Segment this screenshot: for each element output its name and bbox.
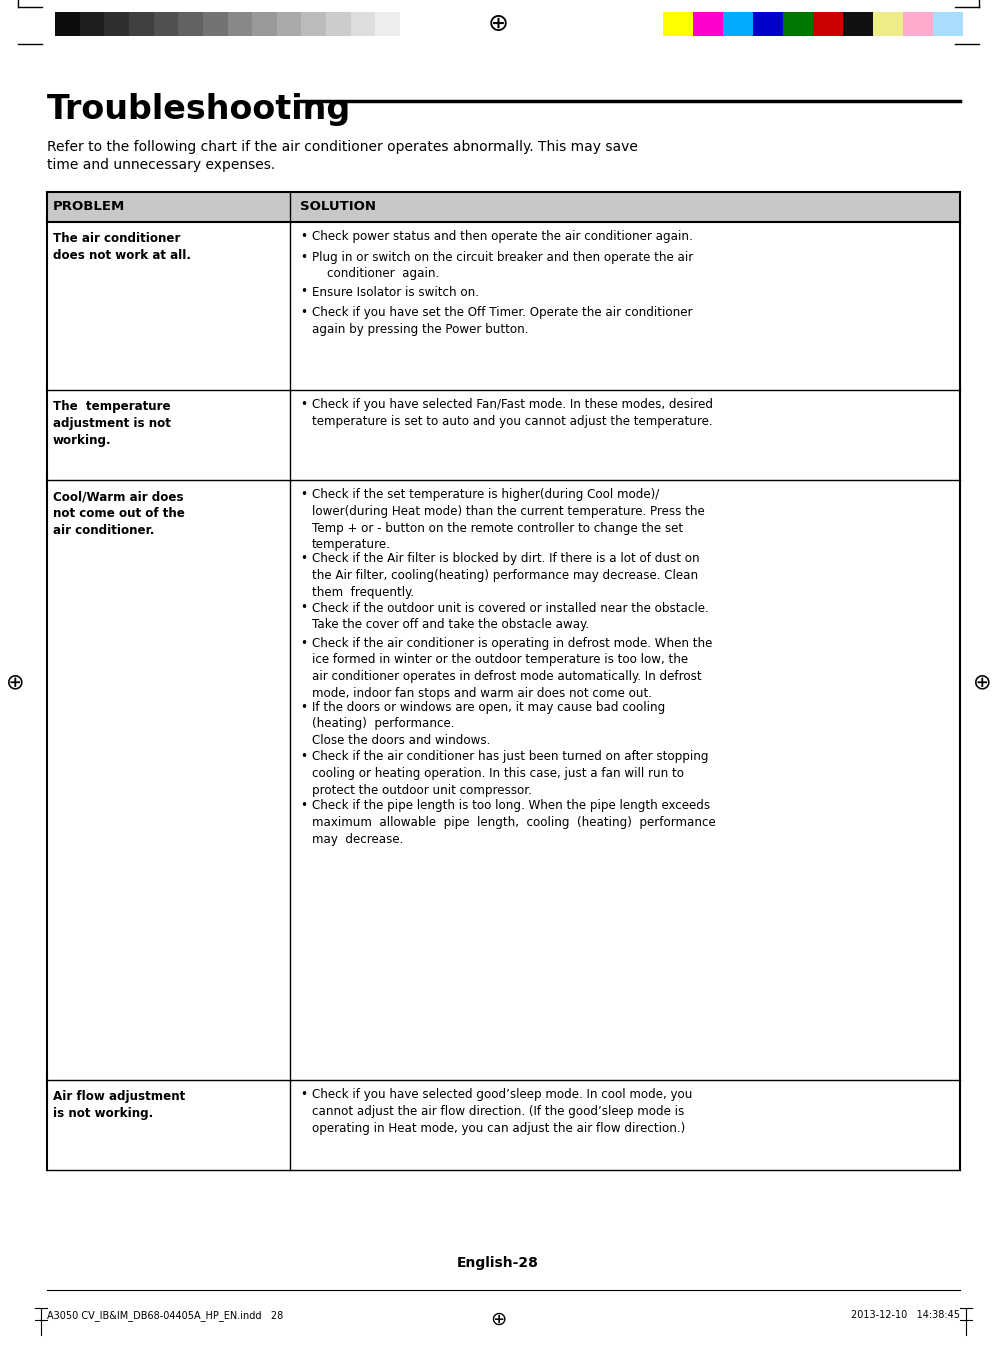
Text: SOLUTION: SOLUTION: [300, 200, 376, 214]
Text: ⊕: ⊕: [973, 672, 991, 692]
Bar: [693, 12, 723, 35]
Bar: [301, 12, 326, 35]
Bar: [663, 12, 693, 35]
Text: •: •: [300, 398, 307, 412]
Bar: [129, 12, 154, 35]
Bar: [783, 12, 813, 35]
Bar: [277, 12, 301, 35]
Text: PROBLEM: PROBLEM: [53, 200, 126, 214]
Bar: [154, 12, 178, 35]
Text: Check if you have selected good’sleep mode. In cool mode, you
cannot adjust the : Check if you have selected good’sleep mo…: [312, 1088, 692, 1134]
Text: Check if the air conditioner is operating in defrost mode. When the
ice formed i: Check if the air conditioner is operatin…: [312, 637, 713, 699]
Text: English-28: English-28: [457, 1255, 539, 1270]
Bar: [227, 12, 252, 35]
Text: •: •: [300, 601, 307, 615]
Bar: [813, 12, 843, 35]
Bar: [375, 12, 400, 35]
Bar: [55, 12, 80, 35]
Text: Plug in or switch on the circuit breaker and then operate the air
    conditione: Plug in or switch on the circuit breaker…: [312, 251, 693, 281]
Bar: [80, 12, 105, 35]
Bar: [723, 12, 753, 35]
Text: Ensure Isolator is switch on.: Ensure Isolator is switch on.: [312, 285, 479, 298]
Text: •: •: [300, 285, 307, 298]
Text: ⊕: ⊕: [490, 1310, 506, 1329]
Text: Check if the outdoor unit is covered or installed near the obstacle.
Take the co: Check if the outdoor unit is covered or …: [312, 601, 709, 631]
Text: ⊕: ⊕: [488, 12, 508, 35]
Text: ⊕: ⊕: [6, 672, 24, 692]
Text: The  temperature
adjustment is not
working.: The temperature adjustment is not workin…: [53, 399, 170, 447]
Text: Check power status and then operate the air conditioner again.: Check power status and then operate the …: [312, 230, 693, 243]
Text: •: •: [300, 307, 307, 319]
Text: A3050 CV_IB&IM_DB68-04405A_HP_EN.indd   28: A3050 CV_IB&IM_DB68-04405A_HP_EN.indd 28: [47, 1310, 283, 1321]
Text: Check if the pipe length is too long. When the pipe length exceeds
maximum  allo: Check if the pipe length is too long. Wh…: [312, 800, 716, 846]
Text: •: •: [300, 488, 307, 502]
Text: Check if the Air filter is blocked by dirt. If there is a lot of dust on
the Air: Check if the Air filter is blocked by di…: [312, 552, 700, 598]
Text: •: •: [300, 552, 307, 566]
Text: Check if you have set the Off Timer. Operate the air conditioner
again by pressi: Check if you have set the Off Timer. Ope…: [312, 307, 693, 335]
Text: Air flow adjustment
is not working.: Air flow adjustment is not working.: [53, 1090, 185, 1120]
Text: Check if the set temperature is higher(during Cool mode)/
lower(during Heat mode: Check if the set temperature is higher(d…: [312, 488, 705, 552]
Text: Refer to the following chart if the air conditioner operates abnormally. This ma: Refer to the following chart if the air …: [47, 140, 638, 154]
Bar: [252, 12, 277, 35]
Bar: [903, 12, 933, 35]
Text: •: •: [300, 800, 307, 812]
Text: Cool/Warm air does
not come out of the
air conditioner.: Cool/Warm air does not come out of the a…: [53, 491, 184, 537]
Text: 2013-12-10   14:38:45: 2013-12-10 14:38:45: [851, 1310, 960, 1319]
Text: time and unnecessary expenses.: time and unnecessary expenses.: [47, 158, 275, 172]
Bar: [351, 12, 375, 35]
Text: •: •: [300, 230, 307, 243]
Text: •: •: [300, 701, 307, 713]
Text: Troubleshooting: Troubleshooting: [47, 93, 351, 125]
Bar: [326, 12, 351, 35]
Text: If the doors or windows are open, it may cause bad cooling
(heating)  performanc: If the doors or windows are open, it may…: [312, 701, 665, 747]
Text: Check if the air conditioner has just been turned on after stopping
cooling or h: Check if the air conditioner has just be…: [312, 750, 709, 796]
Text: •: •: [300, 637, 307, 650]
Bar: [873, 12, 903, 35]
Bar: [843, 12, 873, 35]
Bar: [105, 12, 129, 35]
Text: •: •: [300, 750, 307, 763]
Bar: [47, 192, 960, 222]
Bar: [753, 12, 783, 35]
Bar: [202, 12, 227, 35]
Text: •: •: [300, 251, 307, 263]
Bar: [178, 12, 202, 35]
Text: •: •: [300, 1088, 307, 1101]
Text: The air conditioner
does not work at all.: The air conditioner does not work at all…: [53, 232, 191, 262]
Bar: [933, 12, 963, 35]
Text: Check if you have selected Fan/Fast mode. In these modes, desired
temperature is: Check if you have selected Fan/Fast mode…: [312, 398, 713, 428]
